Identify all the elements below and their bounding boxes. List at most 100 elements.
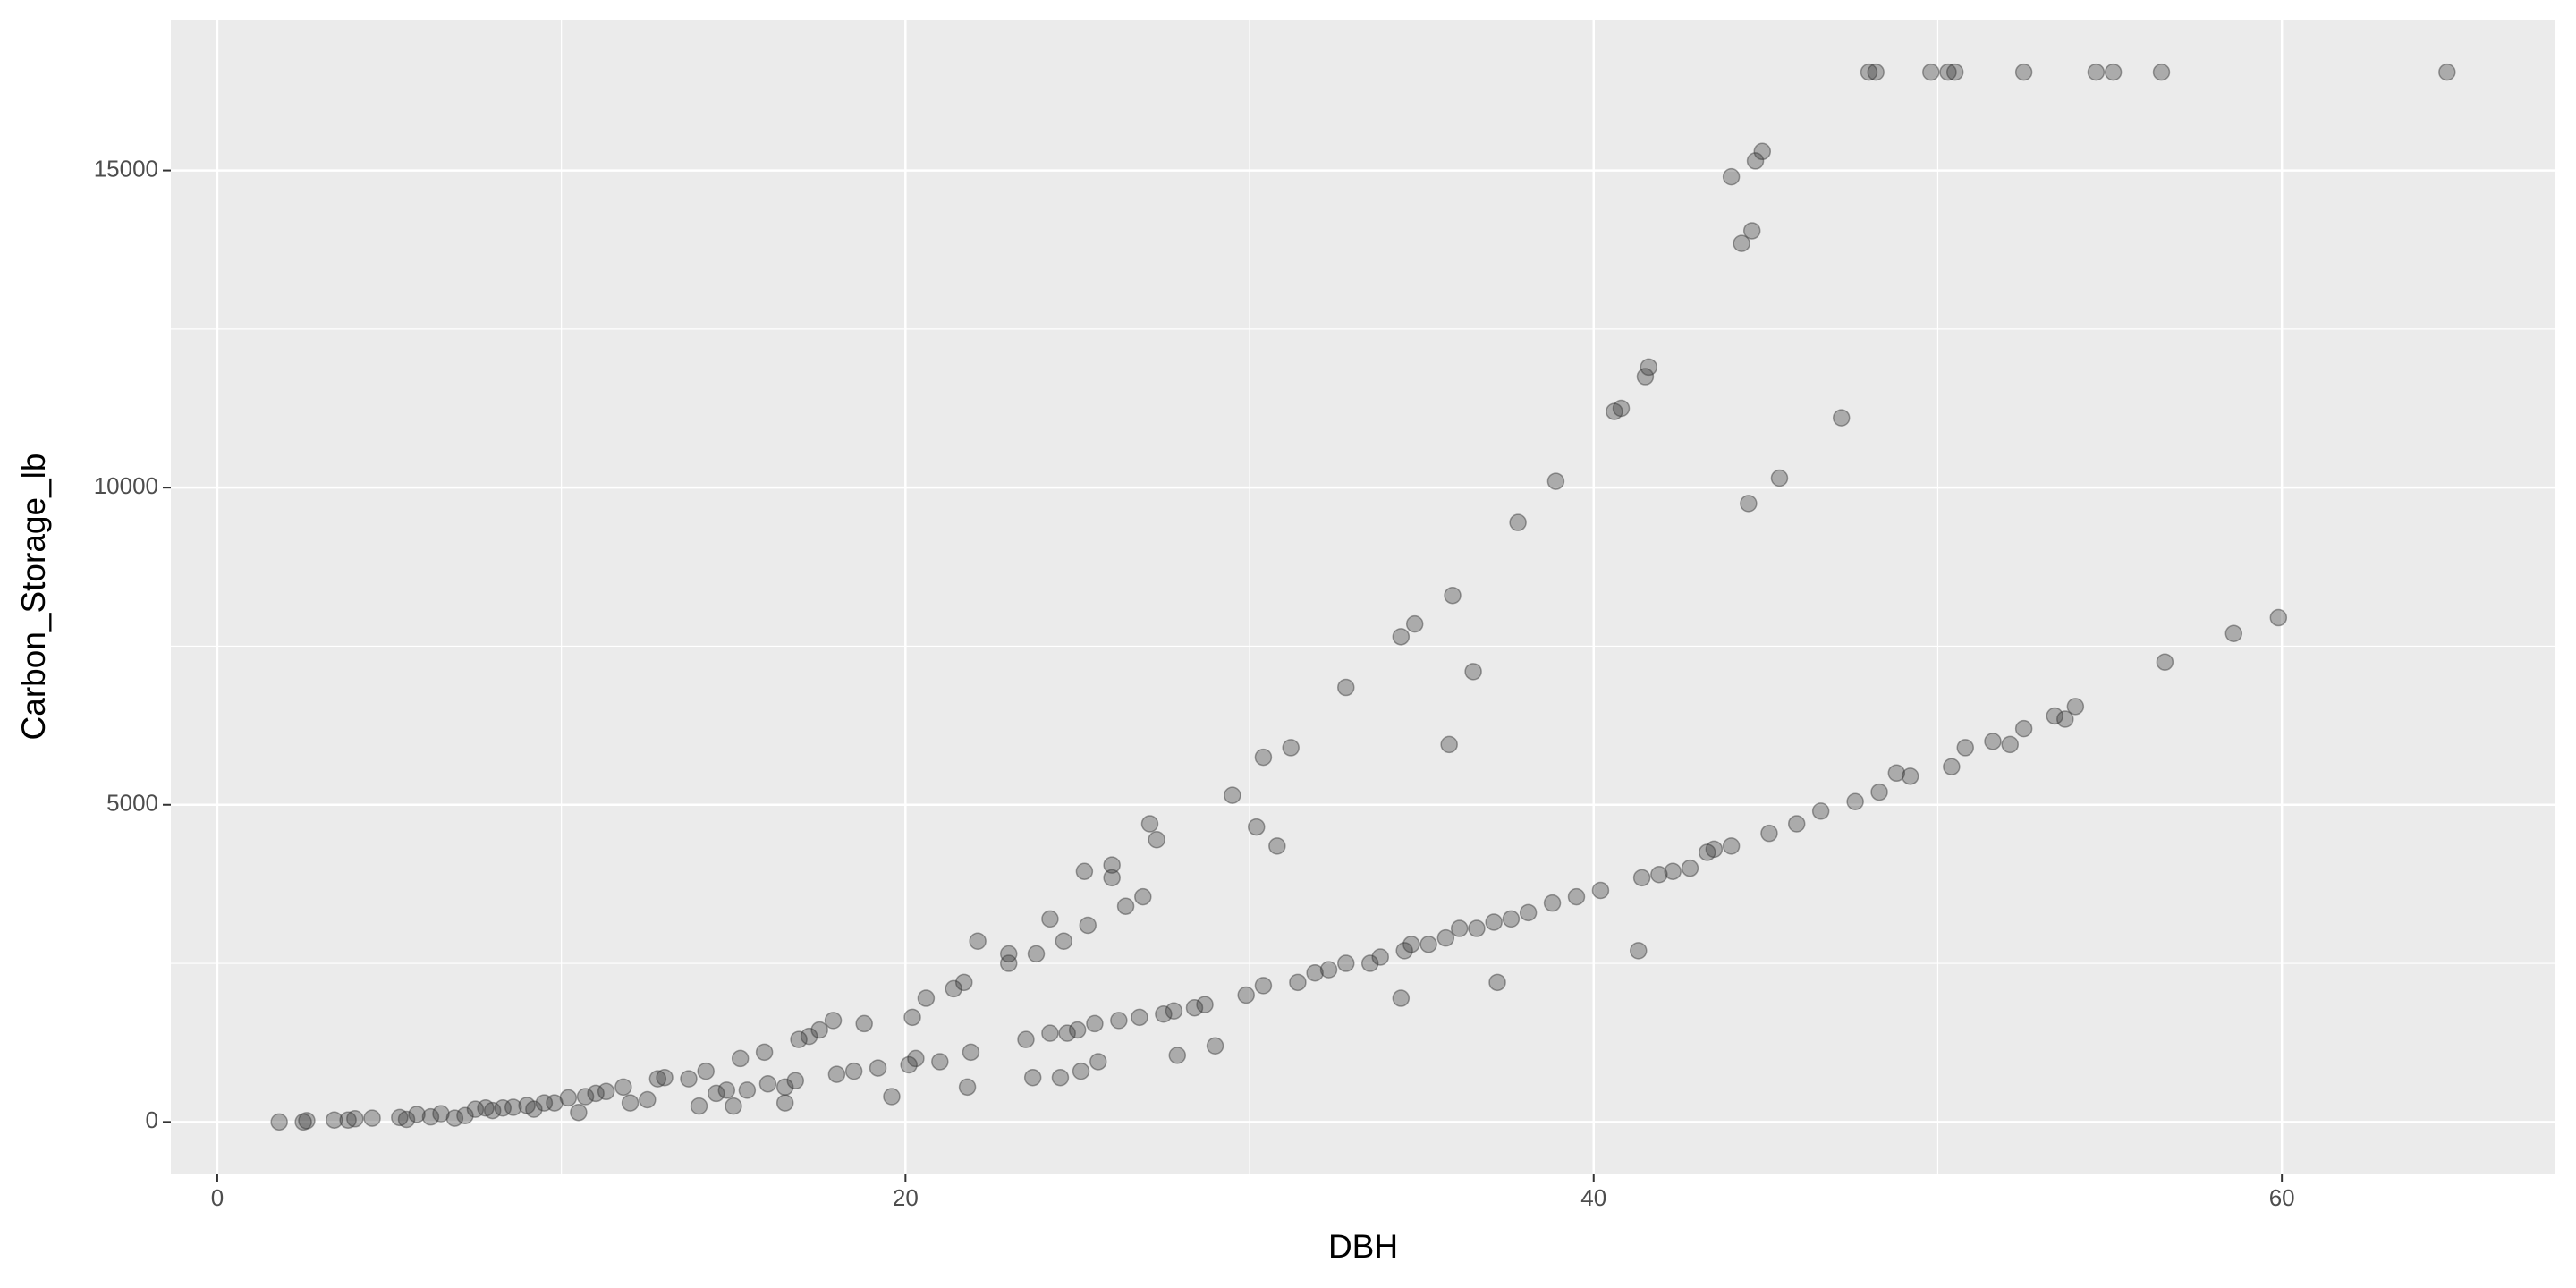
point: [1698, 843, 1716, 861]
point: [346, 1110, 364, 1128]
point: [2152, 63, 2171, 81]
point: [945, 979, 962, 998]
point: [869, 1059, 887, 1077]
point: [1664, 862, 1682, 880]
point: [1395, 942, 1413, 960]
point: [1268, 837, 1286, 855]
point: [525, 1100, 543, 1118]
point: [1041, 910, 1059, 928]
x-tick-label: 40: [1580, 1184, 1606, 1211]
point: [1887, 764, 1906, 783]
point: [1000, 954, 1018, 972]
point: [1740, 495, 1758, 513]
point: [1509, 513, 1527, 531]
point: [1068, 1021, 1087, 1039]
point: [1392, 628, 1411, 646]
point: [2046, 707, 2064, 725]
point: [1956, 739, 1974, 757]
point: [717, 1081, 736, 1099]
point: [1027, 945, 1046, 963]
x-tick-label: 0: [211, 1184, 224, 1211]
point: [397, 1110, 416, 1129]
point: [1787, 815, 1806, 833]
point: [2014, 63, 2033, 81]
point: [1185, 998, 1204, 1017]
point: [844, 1062, 863, 1080]
point: [907, 1049, 925, 1068]
point: [1360, 954, 1379, 972]
point: [903, 1008, 921, 1027]
point: [1450, 919, 1469, 937]
point: [1237, 986, 1255, 1004]
point: [1079, 916, 1097, 935]
point: [758, 1075, 777, 1093]
point: [1939, 63, 1957, 81]
point: [1984, 733, 2002, 750]
point: [1543, 894, 1562, 912]
point: [1742, 222, 1761, 240]
point: [697, 1062, 715, 1080]
point: [1464, 663, 1482, 681]
point: [1943, 758, 1961, 775]
point: [1485, 913, 1503, 931]
point: [824, 1012, 843, 1030]
point: [1630, 942, 1648, 960]
point: [2001, 735, 2019, 754]
point: [614, 1078, 632, 1097]
point: [883, 1088, 901, 1106]
point: [1612, 399, 1631, 418]
point: [1488, 973, 1506, 992]
point: [958, 1078, 977, 1097]
point: [1444, 586, 1462, 605]
point: [325, 1111, 343, 1129]
point: [363, 1109, 381, 1127]
point: [1640, 358, 1658, 377]
point: [1753, 142, 1772, 161]
point: [1319, 961, 1338, 979]
point: [1419, 936, 1437, 953]
point: [1089, 1053, 1107, 1071]
point: [1086, 1014, 1104, 1033]
point: [1072, 1062, 1090, 1080]
point: [1636, 368, 1655, 386]
point: [2156, 653, 2174, 671]
point: [1023, 1068, 1042, 1087]
point: [917, 989, 936, 1007]
point: [1681, 859, 1699, 877]
point: [1196, 996, 1214, 1013]
point: [680, 1070, 698, 1088]
point: [639, 1090, 657, 1109]
point: [477, 1098, 495, 1117]
point: [1371, 948, 1389, 966]
point: [827, 1065, 846, 1083]
point: [954, 973, 973, 992]
point: [1860, 63, 1878, 81]
point: [1165, 1002, 1183, 1020]
point: [1055, 932, 1073, 950]
point: [1131, 1008, 1148, 1027]
point: [1289, 973, 1307, 992]
point: [2438, 63, 2456, 81]
point: [456, 1106, 474, 1125]
point: [1901, 767, 1919, 785]
point: [1254, 977, 1273, 995]
point: [570, 1103, 588, 1122]
points: [270, 63, 2456, 1131]
point: [494, 1098, 512, 1117]
point: [1168, 1046, 1187, 1064]
point: [1155, 1005, 1173, 1023]
point: [1832, 409, 1851, 427]
point: [1567, 887, 1586, 906]
point: [1206, 1037, 1224, 1055]
point: [900, 1055, 918, 1074]
y-tick-label: 0: [146, 1106, 158, 1133]
point: [2269, 608, 2288, 627]
point: [518, 1097, 536, 1114]
point: [1650, 866, 1668, 884]
grid: [171, 20, 2555, 1174]
point: [1402, 936, 1420, 953]
point: [1116, 897, 1135, 915]
point: [1110, 1012, 1128, 1030]
point: [1770, 469, 1789, 487]
point: [1337, 954, 1355, 972]
